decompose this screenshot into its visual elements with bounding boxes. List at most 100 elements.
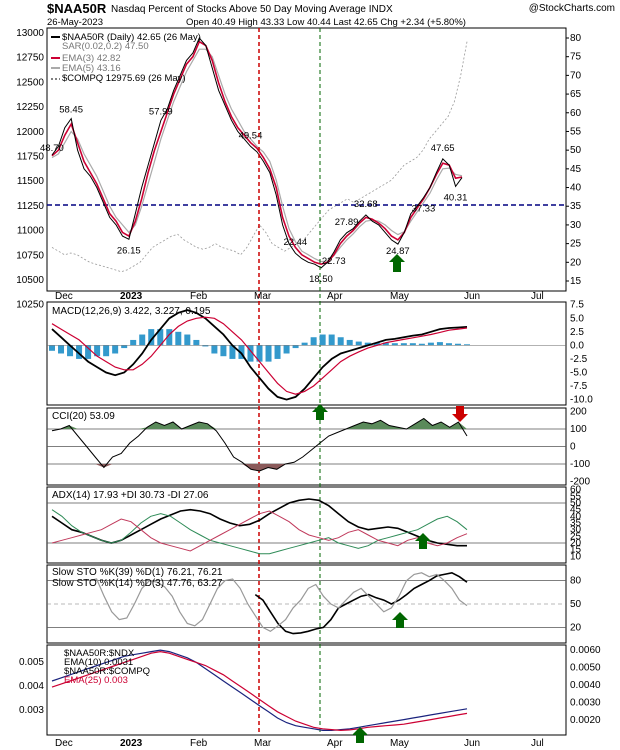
macd-hist-bar — [301, 342, 308, 346]
macd-hist-bar — [310, 337, 317, 346]
macd-hist-bar — [76, 345, 83, 359]
quote-line: Open 40.49 High 43.33 Low 40.44 Last 42.… — [186, 17, 466, 28]
ratio-compq-series — [51, 650, 468, 732]
macd-ticks-label: 7.5 — [570, 300, 584, 311]
sto-label-1: Slow STO %K(39) %D(1) 76.21, 76.21 — [52, 567, 223, 578]
price-left-tick-label: 11250 — [17, 201, 45, 212]
legend-sar: SAR(0.02,0.2) 47.50 — [62, 41, 149, 52]
ema3-series — [51, 40, 463, 266]
xlabel-2023-b: 2023 — [120, 738, 143, 749]
month-axis-bottom: Dec 2023 Feb Mar Apr May Jun Jul — [55, 738, 544, 749]
ratio-right-tick-label: 0.0040 — [570, 680, 601, 691]
sto-panel: 80 50 20 Slow STO %K(39) %D(1) 76.21, 76.2… — [47, 567, 582, 635]
legend-main: $NAA50R (Daily) 42.65 (26 May) — [62, 32, 201, 43]
ratio-right-tick-label: 0.0060 — [570, 645, 601, 656]
xlabel-feb-b: Feb — [190, 738, 208, 749]
macd-hist-bar — [391, 343, 398, 346]
price-legend: $NAA50R (Daily) 42.65 (26 May) SAR(0.02,… — [51, 32, 201, 84]
minus-di-series — [51, 510, 468, 552]
adx-ticks-label: 30 — [570, 525, 582, 536]
adx-ticks-label: 15 — [570, 545, 582, 556]
ratio-left-tick-label: 0.003 — [19, 705, 44, 716]
price-value-label: 58.45 — [59, 105, 83, 116]
adx-ticks-label: 45 — [570, 505, 582, 516]
price-right-tick-label: 55 — [570, 126, 582, 137]
macd-hist-bar — [247, 345, 254, 362]
macd-hist-bar — [58, 345, 65, 354]
macd-ticks-label: -7.5 — [570, 381, 588, 392]
macd-hist-bar — [184, 334, 191, 346]
legend-compq: $COMPQ 12975.69 (26 May) — [62, 73, 186, 84]
ratio-buy-arrow-icon — [352, 727, 368, 743]
adx-ticks-label: 35 — [570, 518, 582, 529]
ratio-panel: 0.005 0.004 0.003 0.0060 0.0050 0.0040 0.0030 0… — [19, 645, 601, 743]
macd-hist-bar — [418, 343, 425, 346]
chart-date: 26-May-2023 — [47, 17, 103, 28]
macd-panel: 7.5 5.0 2.5 0.0 -2.5 -5.0 -7.5 -10.0 MACD(12,26… — [47, 300, 593, 420]
price-left-tick-label: 10500 — [16, 275, 44, 286]
macd-hist-bar — [337, 337, 344, 346]
cci-panel: 200 100 0 -100 -200 CCI(20) 53.09 — [47, 406, 590, 488]
price-left-tick-label: 11000 — [17, 226, 45, 237]
price-panel: 13000 12750 12500 12250 12000 11750 11500 11250… — [16, 28, 581, 311]
price-right-tick-label: 35 — [570, 201, 582, 212]
price-right-tick-label: 40 — [570, 183, 582, 194]
sto-ticks: 80 50 20 — [47, 576, 582, 633]
month-axis-top: Dec 2023 Feb Mar Apr May Jun Jul — [55, 291, 544, 302]
price-value-label: 47.65 — [431, 143, 455, 154]
price-right-tick-label: 80 — [570, 33, 582, 44]
macd-hist-bar — [355, 341, 362, 346]
macd-hist-bar — [49, 345, 55, 351]
xlabel-apr: Apr — [327, 291, 343, 302]
macd-hist-bar — [157, 329, 164, 346]
price-left-tick-label: 12000 — [16, 127, 44, 138]
macd-ticks-label: 2.5 — [570, 327, 584, 338]
price-left-tick-label: 13000 — [16, 28, 44, 39]
macd-hist-bar — [436, 342, 443, 346]
macd-hist-bar — [409, 343, 416, 346]
ratio-label-2: EMA(10) 0.0031 — [64, 657, 133, 668]
adx-ticks-label: 40 — [570, 511, 582, 522]
cci-ticks-label: -200 — [570, 477, 590, 488]
cci-negative-area — [52, 464, 467, 471]
macd-hist-bar — [292, 345, 299, 349]
macd-ticks: 7.5 5.0 2.5 0.0 -2.5 -5.0 -7.5 -10.0 — [570, 300, 593, 406]
macd-hist-bar — [202, 345, 209, 347]
panel-frames — [46, 27, 567, 736]
price-value-label: 18.50 — [309, 274, 333, 285]
price-value-label: 26.15 — [117, 245, 141, 256]
sto14-series — [88, 572, 468, 633]
ratio-right-tick-label: 0.0030 — [570, 698, 601, 709]
macd-hist-bar — [220, 345, 227, 357]
chart-symbol: $NAA50R — [47, 1, 107, 16]
cci-ticks-label: 200 — [570, 407, 587, 418]
xlabel-apr-b: Apr — [327, 738, 343, 749]
macd-hist-bar — [121, 345, 128, 349]
macd-label: MACD(12,26,9) 3.422, 3.227, 0.195 — [52, 306, 211, 317]
cci-area — [52, 418, 467, 429]
adx-ticks-label: 50 — [570, 498, 582, 509]
macd-hist-bar — [274, 345, 281, 359]
price-value-label: 32.68 — [354, 199, 378, 210]
macd-hist-bar — [175, 331, 182, 346]
sto-ticks-label: 80 — [570, 576, 582, 587]
price-value-label: 27.89 — [335, 217, 359, 228]
legend-ema3: EMA(3) 42.82 — [62, 53, 121, 64]
sto-ticks-label: 20 — [570, 622, 582, 633]
xlabel-jul: Jul — [531, 291, 544, 302]
macd-hist-bar — [427, 342, 434, 346]
xlabel-may: May — [390, 291, 409, 302]
price-value-label: 48.70 — [40, 143, 64, 154]
ratio-label-3: $NAA50R:$COMPQ — [64, 666, 150, 677]
xlabel-jul-b: Jul — [531, 738, 544, 749]
cci-ticks-label: -100 — [570, 459, 590, 470]
price-value-label: 22.44 — [283, 237, 307, 248]
main-series — [51, 37, 463, 269]
price-right-tick-label: 60 — [570, 108, 582, 119]
price-right-tick-label: 50 — [570, 145, 582, 156]
macd-hist-bar — [139, 334, 146, 346]
macd-hist-bar — [229, 345, 236, 359]
macd-hist-bar — [112, 345, 119, 354]
